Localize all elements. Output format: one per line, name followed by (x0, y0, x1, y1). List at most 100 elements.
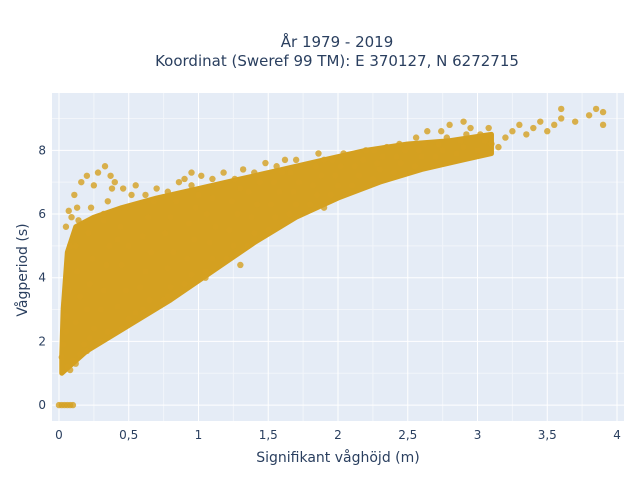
data-point (262, 159, 269, 167)
data-point (202, 268, 209, 275)
data-point (334, 182, 342, 189)
y-tick-label: 6 (38, 207, 46, 221)
data-point (83, 306, 91, 313)
data-point (234, 210, 241, 218)
y-tick-label: 0 (38, 398, 46, 412)
data-point (558, 105, 565, 113)
data-point (65, 287, 72, 294)
data-point (495, 143, 502, 151)
data-point (248, 213, 255, 221)
data-point (58, 354, 65, 361)
data-point (164, 293, 171, 301)
data-point (73, 268, 81, 275)
data-point (111, 178, 118, 186)
data-point (69, 401, 77, 409)
data-point (181, 175, 188, 183)
data-point (202, 274, 209, 281)
data-point (125, 315, 132, 323)
data-point (191, 236, 198, 243)
data-point (502, 134, 509, 141)
data-point (359, 156, 367, 164)
x-tick-label: 3 (474, 428, 482, 442)
data-point (457, 137, 464, 144)
data-point (147, 249, 155, 256)
data-point (65, 207, 72, 215)
data-point (78, 178, 85, 186)
data-point (474, 147, 481, 154)
data-point (244, 242, 251, 250)
data-point (285, 210, 293, 218)
x-axis-label: Signifikant våghöjd (m) (256, 449, 419, 466)
data-point (90, 325, 98, 332)
data-points (55, 105, 607, 409)
data-point (351, 163, 358, 170)
data-point (83, 347, 91, 355)
x-tick-label: 4 (613, 428, 621, 442)
data-point (118, 261, 125, 269)
data-point (551, 121, 558, 129)
data-point (373, 159, 381, 167)
data-point (142, 191, 149, 199)
data-point (72, 319, 79, 326)
x-tick-labels: 0 0,5 1 1,5 2 2,5 3 3,5 4 (55, 428, 621, 442)
data-point (276, 188, 283, 195)
data-point (100, 210, 107, 218)
data-point (72, 242, 79, 250)
data-point (537, 118, 544, 125)
x-tick-label: 3,5 (538, 428, 557, 442)
data-point (253, 201, 261, 208)
data-point (281, 156, 289, 164)
data-point (118, 325, 125, 332)
data-point (167, 284, 174, 291)
data-point (379, 153, 386, 160)
data-point (348, 182, 356, 189)
data-point (164, 188, 171, 195)
data-point (228, 198, 236, 205)
data-point (306, 201, 314, 208)
data-point (97, 306, 105, 313)
chart-title-line1: År 1979 - 2019 (281, 32, 394, 51)
data-point (170, 249, 177, 256)
data-point (86, 335, 93, 342)
data-point (223, 255, 230, 262)
data-point (132, 182, 139, 189)
data-point (558, 115, 565, 122)
data-point (354, 150, 361, 157)
data-point (181, 280, 188, 288)
data-point (292, 201, 300, 208)
data-point (209, 255, 216, 262)
data-point (237, 261, 244, 269)
data-point (460, 118, 467, 125)
x-tick-label: 0 (55, 428, 63, 442)
data-point (278, 169, 286, 176)
data-point (424, 128, 431, 135)
data-point (122, 287, 130, 294)
data-point (62, 328, 70, 336)
data-point (544, 128, 551, 135)
data-point (167, 213, 174, 221)
data-point (108, 185, 116, 192)
data-point (76, 350, 84, 358)
data-point (62, 223, 70, 230)
data-point (287, 169, 294, 176)
x-tick-label: 2 (334, 428, 342, 442)
data-point (101, 163, 109, 170)
y-tick-labels: 0 2 4 6 8 (38, 143, 46, 412)
data-point (340, 150, 347, 157)
data-point (320, 204, 328, 211)
data-point (206, 239, 213, 246)
data-point (209, 175, 216, 183)
data-point (85, 229, 92, 237)
data-point (198, 172, 205, 179)
data-point (230, 242, 237, 250)
data-point (362, 147, 370, 154)
data-point (184, 255, 191, 262)
data-point (571, 118, 579, 125)
data-point (209, 194, 216, 202)
data-point (61, 299, 68, 307)
data-point (251, 229, 258, 237)
data-point (128, 191, 135, 199)
x-tick-label: 1,5 (259, 428, 278, 442)
data-point (90, 182, 98, 189)
